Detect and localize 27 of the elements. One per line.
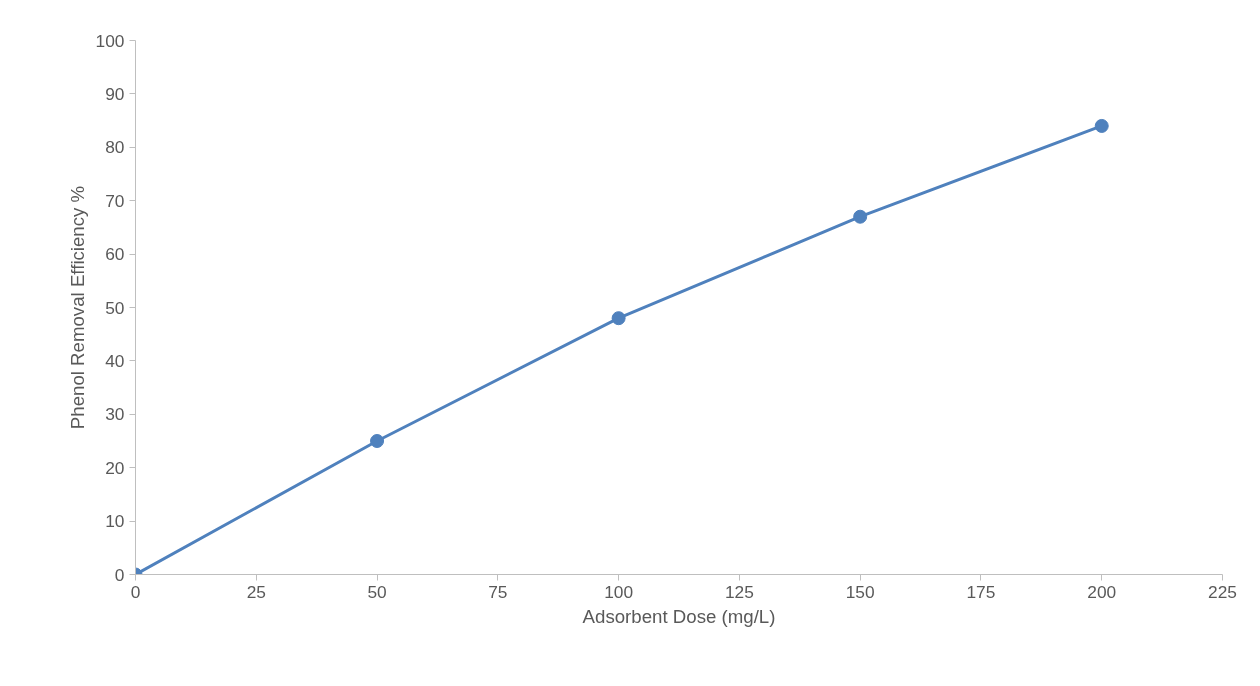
x-tick-label: 25 bbox=[246, 581, 266, 602]
point bbox=[370, 434, 385, 448]
x-tick-label: 100 bbox=[604, 581, 634, 602]
y-tick-label: 10 bbox=[105, 511, 125, 532]
y-tick-label: 80 bbox=[105, 137, 125, 158]
x-axis-title: Adsorbent Dose (mg/L) bbox=[582, 605, 776, 627]
x-tick-label: 125 bbox=[724, 581, 754, 602]
point bbox=[611, 311, 626, 326]
y-tick-label: 70 bbox=[105, 190, 125, 211]
y-tick-label: 100 bbox=[95, 30, 125, 51]
y-tick-label: 20 bbox=[105, 457, 125, 478]
point bbox=[1094, 118, 1109, 133]
y-axis-title: Phenol Removal Efficiency % bbox=[66, 185, 88, 430]
x-tick-label: 0 bbox=[130, 581, 141, 602]
x-tick-label: 75 bbox=[488, 581, 508, 602]
x-tick-label: 225 bbox=[1208, 581, 1237, 602]
x-tick-label: 200 bbox=[1087, 581, 1117, 602]
point bbox=[853, 209, 868, 224]
y-tick-label: 0 bbox=[114, 564, 125, 585]
y-tick-label: 30 bbox=[105, 404, 125, 425]
y-tick-label: 90 bbox=[105, 83, 125, 104]
x-tick-label: 175 bbox=[966, 581, 996, 602]
y-tick-label: 40 bbox=[105, 350, 125, 371]
y-tick-label: 50 bbox=[105, 297, 125, 318]
y-tick-label: 60 bbox=[105, 244, 125, 265]
x-tick-label: 150 bbox=[845, 581, 875, 602]
x-tick-label: 50 bbox=[367, 581, 387, 602]
